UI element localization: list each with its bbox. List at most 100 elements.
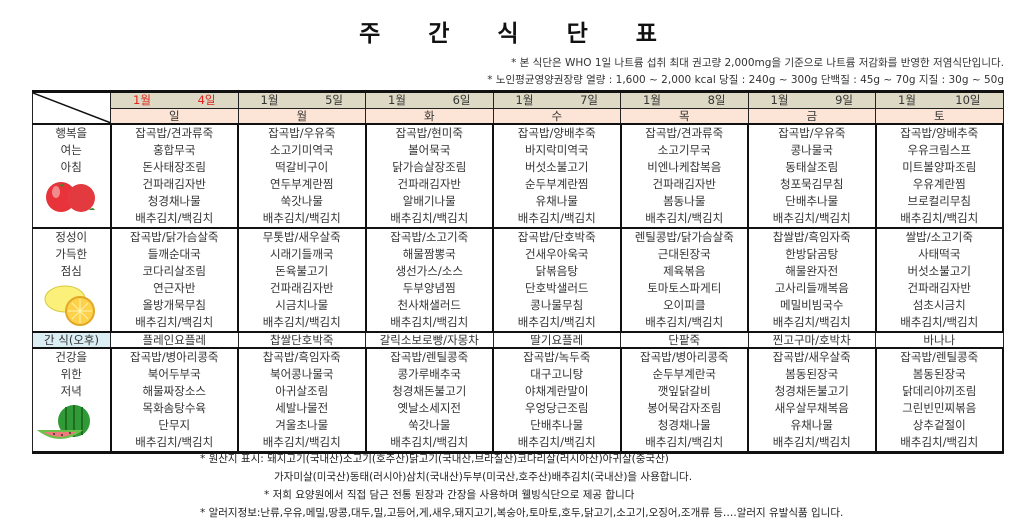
menu-item: 잡곡밥/소고기죽 <box>390 230 469 244</box>
menu-item: 유채나물 <box>790 418 833 432</box>
menu-item: 떡갈비구이 <box>275 160 329 174</box>
lunch-menu-cell: 렌틸콩밥/닭가슴살죽 근대된장국 제육볶음 토마토스파게티 오이피클 배추김치/백김치 <box>619 227 749 333</box>
menu-item: 야채계란말이 <box>525 384 589 398</box>
day-number: 10일 <box>955 93 981 108</box>
menu-item: 그린빈민찌볶음 <box>902 401 977 415</box>
menu-item: 배추김치/백김치 <box>390 315 469 329</box>
lunch-menu-cell: 쌀밥/소고기죽 사태떡국 버섯소불고기 건파래김자반 섬초시금치 배추김치/백김치 <box>874 227 1004 333</box>
menu-item: 단무지 <box>158 418 191 432</box>
snack-item: 찐고구마/호박차 <box>747 331 876 349</box>
menu-item: 들깨순대국 <box>147 247 201 261</box>
menu-item: 생선가스/소스 <box>395 264 463 278</box>
menu-item: 잡곡밥/현미죽 <box>395 126 463 140</box>
menu-item: 토마토스파게티 <box>647 281 722 295</box>
menu-item: 찹쌀밥/흑임자죽 <box>772 230 851 244</box>
menu-item: 배추김치/백김치 <box>900 315 979 329</box>
menu-item: 잡곡밥/병아리콩죽 <box>639 350 729 364</box>
meal-label-line: 저녁 <box>60 384 82 398</box>
menu-item: 코다리살조림 <box>142 264 206 278</box>
allergy-note: * 알러지정보:난류,우유,메밀,땅콩,대두,밀,고등어,게,새우,돼지고기,복… <box>200 507 844 519</box>
lemon-icon <box>34 283 110 327</box>
menu-item: 버섯소불고기 <box>525 160 589 174</box>
menu-item: 잡곡밥/양배추죽 <box>517 126 596 140</box>
menu-item: 배추김치/백김치 <box>135 315 214 329</box>
meal-label-line: 위한 <box>60 367 82 381</box>
meal-label-line: 행복을 <box>55 126 88 140</box>
menu-item: 잡곡밥/병아리콩죽 <box>129 350 219 364</box>
menu-item: 청경채돈불고기 <box>774 384 849 398</box>
sodium-note: * 본 식단은 WHO 1일 나트륨 섭취 최대 권고량 2,000mg을 기준… <box>511 57 1004 69</box>
meal-label-line: 가득한 <box>55 247 88 261</box>
month-label: 1월 <box>515 93 534 108</box>
menu-item: 순두부계란찜 <box>525 177 589 191</box>
lunch-row: 정성이 가득한 점심 잡곡밥/닭가슴살죽 들깨순대국 코다리살조림 연근자반 올방개묵무침 배추… <box>32 227 1004 333</box>
menu-item: 배추김치/백김치 <box>772 435 851 449</box>
menu-item: 소고기무국 <box>657 143 711 157</box>
menu-item: 단배추나물 <box>785 194 839 208</box>
date-cell: 1월 5일 <box>237 90 366 109</box>
menu-item: 소고기미역국 <box>270 143 334 157</box>
weekday-cell: 월 <box>237 107 366 125</box>
menu-item: 배추김치/백김치 <box>772 315 851 329</box>
month-label: 1월 <box>770 93 789 108</box>
menu-item: 배추김치/백김치 <box>135 435 214 449</box>
menu-item: 콩가루배추국 <box>397 367 461 381</box>
date-cell: 1월 9일 <box>747 90 876 109</box>
meal-label-line: 아침 <box>60 160 82 174</box>
menu-item: 봉어묵감자조림 <box>647 401 722 415</box>
menu-item: 아귀살조림 <box>275 384 329 398</box>
snack-item: 딸기요플레 <box>492 331 621 349</box>
menu-item: 시금치나물 <box>275 298 329 312</box>
watermelon-icon <box>34 403 110 447</box>
menu-item: 배추김치/백김치 <box>517 315 596 329</box>
weekday-cell: 목 <box>620 107 749 125</box>
weekday-cell: 토 <box>875 107 1004 125</box>
menu-item: 배추김치/백김치 <box>262 435 341 449</box>
menu-item: 배추김치/백김치 <box>262 211 341 225</box>
menu-item: 목화솜탕수육 <box>142 401 206 415</box>
snack-label: 간 식(오후) <box>32 331 111 349</box>
menu-item: 볼어묵국 <box>408 143 451 157</box>
menu-item: 단배추나물 <box>530 418 584 432</box>
snack-item: 갈릭소보로빵/자몽차 <box>365 331 494 349</box>
menu-item: 봄동나물 <box>663 194 706 208</box>
menu-item: 콩나물무침 <box>530 298 584 312</box>
menu-item: 배추김치/백김치 <box>517 435 596 449</box>
meal-label-line: 여는 <box>60 143 82 157</box>
snack-row: 간 식(오후) 플레인요플레 찹쌀단호박죽 갈릭소보로빵/자몽차 딸기요플레 단팥죽 찐고구… <box>32 331 1004 349</box>
snack-item: 찹쌀단호박죽 <box>237 331 366 349</box>
menu-item: 봄동된장국 <box>912 367 966 381</box>
weekday-cell: 수 <box>492 107 621 125</box>
menu-item: 청경채나물 <box>657 418 711 432</box>
menu-item: 콩나물국 <box>790 143 833 157</box>
menu-item: 북어두부국 <box>147 367 201 381</box>
menu-item: 건새우아욱국 <box>525 247 589 261</box>
weekday-cell: 화 <box>365 107 494 125</box>
menu-item: 배추김치/백김치 <box>390 435 469 449</box>
day-number: 8일 <box>707 93 726 108</box>
dinner-menu-cell: 잡곡밥/병아리콩죽 북어두부국 해물짜장소스 목화솜탕수육 단무지 배추김치/백김치 <box>109 347 239 454</box>
breakfast-menu-cell: 잡곡밥/견과류죽 소고기무국 비엔나케찹복음 건파래김자반 봄동나물 배추김치/백김치 <box>619 123 749 229</box>
menu-item: 제육볶음 <box>663 264 706 278</box>
menu-item: 두부양념찜 <box>402 281 456 295</box>
origin-note-cont: 가자미살(미국산)동태(러시아)삼치(국내산)두부(미국산,호주산)배추김치(국… <box>274 471 693 483</box>
menu-item: 쌀밥/소고기죽 <box>905 230 973 244</box>
menu-item: 유채나물 <box>535 194 578 208</box>
menu-item: 대구고니탕 <box>530 367 584 381</box>
day-number: 9일 <box>835 93 853 108</box>
snack-item: 플레인요플레 <box>110 331 239 349</box>
menu-item: 잡곡밥/견과류죽 <box>135 126 214 140</box>
date-cell: 1월 8일 <box>620 90 749 109</box>
menu-item: 건파래김자반 <box>142 177 206 191</box>
menu-item: 순두부계란국 <box>652 367 716 381</box>
weekly-menu-table: 1월 4일 1월 5일 1월 6일 1월 7일 1월 8일 1월 9일 1월 10일 일 월 화 수 목 금 토 행복을 여… <box>32 90 1004 454</box>
menu-item: 시래기들깨국 <box>270 247 334 261</box>
month-label: 1월 <box>643 93 661 108</box>
menu-item: 잡곡밥/우유죽 <box>778 126 846 140</box>
menu-item: 돈사태장조림 <box>142 160 206 174</box>
day-number: 5일 <box>325 93 343 108</box>
menu-item: 단호박샐러드 <box>525 281 589 295</box>
meal-label-line: 건강을 <box>55 350 88 364</box>
lunch-label: 정성이 가득한 점심 <box>32 227 111 333</box>
